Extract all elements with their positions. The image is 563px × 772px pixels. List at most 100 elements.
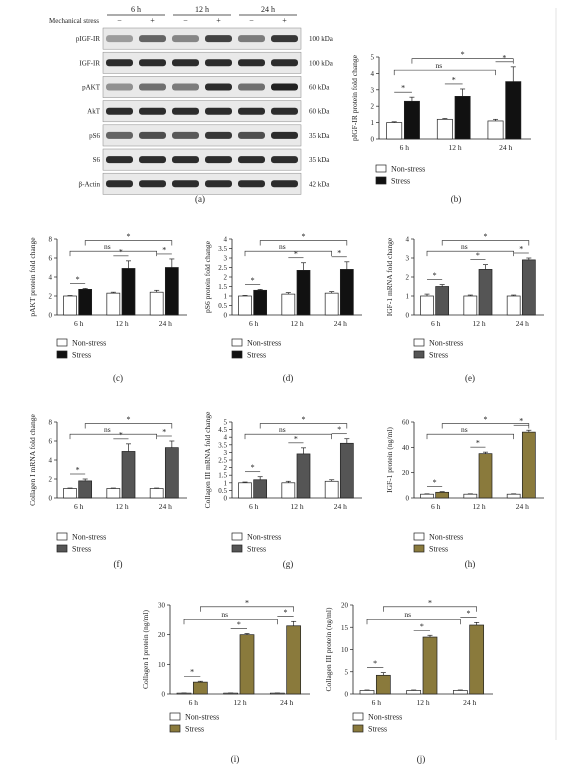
legend-swatch-stress (352, 724, 364, 733)
legend-swatch-nonstress (413, 532, 425, 541)
legend-label-nonstress: Non-stress (429, 533, 463, 542)
bar-nonstress (420, 493, 434, 499)
blot-strip (102, 172, 302, 195)
x-tick-label: 24 h (159, 319, 172, 328)
blot-band (172, 107, 199, 115)
blot-strip (102, 51, 302, 74)
y-axis-label: IGF-1 protein (ng/ml) (385, 427, 394, 493)
bar-stress (339, 442, 354, 499)
legend-label-stress: Stress (247, 351, 266, 360)
blot-band (106, 156, 133, 164)
blot-band (172, 83, 199, 91)
star-bracket (411, 58, 514, 64)
legend: Non-stress Stress (413, 339, 463, 360)
panel-label-j: (j) (417, 754, 426, 764)
sig-star: * (119, 430, 123, 439)
stress-sign: − (249, 16, 254, 25)
x-tick-label: 12 h (233, 698, 246, 707)
legend-label-stress: Stress (391, 177, 410, 186)
x-tick-label: 6 h (249, 502, 259, 511)
y-tick-label: 40 (402, 444, 410, 452)
blot-strip (102, 124, 302, 147)
stress-sign: − (117, 16, 122, 25)
blot-row-label: S6 (93, 156, 101, 164)
legend-label-nonstress: Non-stress (185, 713, 219, 722)
y-axis-label: Collagen I protein (ng/ml) (141, 610, 150, 689)
star-bracket (259, 423, 348, 429)
bar-stress (505, 81, 522, 140)
legend-label-stress: Stress (429, 351, 448, 360)
blot-band (139, 180, 166, 188)
legend-label-nonstress: Non-stress (429, 339, 463, 348)
legend: Non-stress Stress (169, 713, 219, 734)
bar-stress (339, 269, 354, 316)
x-tick-label: 12 h (416, 698, 429, 707)
y-tick-label: 2 (371, 103, 375, 111)
x-tick-label: 24 h (463, 698, 476, 707)
panel-label-f: (f) (114, 559, 123, 569)
x-tick-label: 6 h (74, 502, 84, 511)
blot-time-label: 24 h (261, 5, 275, 14)
bar-stress (422, 636, 438, 695)
blot-band (139, 107, 166, 115)
legend-label-stress: Stress (247, 545, 266, 554)
ns-label: ns (436, 61, 443, 70)
x-tick-label: 12 h (115, 319, 128, 328)
sig-star: * (433, 271, 437, 280)
x-tick-label: 24 h (159, 502, 172, 511)
sig-star: * (433, 478, 437, 487)
blot-band (106, 35, 133, 43)
bar-stress (164, 447, 179, 499)
bar-stress (454, 96, 471, 140)
blot-band (238, 59, 265, 67)
bar-stress (375, 674, 391, 695)
y-tick-label: 0 (49, 312, 53, 320)
sig-star: * (284, 608, 288, 617)
western-blot-panel: 6 h 12 h 24 h Mechanical stress − + − + − + pIGF-I… (49, 5, 334, 195)
blot-band (205, 156, 232, 164)
stress-sign: − (183, 16, 188, 25)
sig-star: * (302, 232, 306, 241)
sig-star: * (420, 622, 424, 631)
bar-nonstress (324, 480, 339, 499)
y-tick-label: 1 (224, 293, 228, 301)
y-tick-label: 3 (224, 255, 228, 263)
panel-label-c: (c) (113, 373, 123, 383)
bar-nonstress (281, 482, 296, 499)
bar-nonstress (463, 493, 478, 499)
y-tick-label: 6 (49, 438, 53, 446)
y-tick-label: 2.5 (218, 264, 227, 272)
blot-band (139, 59, 166, 67)
sig-star: * (373, 659, 377, 668)
y-tick-label: 10 (341, 646, 349, 654)
legend-swatch-stress (375, 176, 387, 185)
ns-bracket (244, 250, 332, 257)
y-axis-label: Collagen III mRNA fold change (203, 411, 212, 508)
bar-stress (521, 431, 536, 499)
legend-label-stress: Stress (429, 545, 448, 554)
legend-label-stress: Stress (72, 545, 91, 554)
bar-nonstress (506, 295, 521, 316)
y-tick-label: 4.5 (218, 426, 227, 434)
blot-band (271, 180, 298, 188)
bar-nonstress (359, 690, 375, 695)
chart-panel-j: 0 5 10 15 20 Collagen III protein (ng/ml) 6 h 1… (324, 598, 493, 734)
bar-stress (478, 269, 493, 316)
bar-nonstress (63, 488, 77, 499)
sig-star: * (476, 439, 480, 448)
stress-sign: + (216, 16, 221, 25)
ns-bracket (183, 618, 278, 625)
y-axis-label: pIGF-IR protein fold change (350, 54, 359, 141)
bar-nonstress (149, 291, 164, 316)
legend-swatch-stress (413, 350, 425, 359)
y-tick-label: 6 (49, 255, 53, 263)
sig-star: * (237, 620, 241, 629)
blot-band (271, 35, 298, 43)
y-tick-label: 60 (402, 419, 410, 427)
bar-nonstress (281, 293, 296, 316)
bar-nonstress (106, 488, 121, 499)
legend-label-stress: Stress (368, 725, 387, 734)
sig-star: * (245, 598, 249, 607)
bar-stress (78, 289, 93, 316)
y-tick-label: 30 (158, 602, 166, 610)
